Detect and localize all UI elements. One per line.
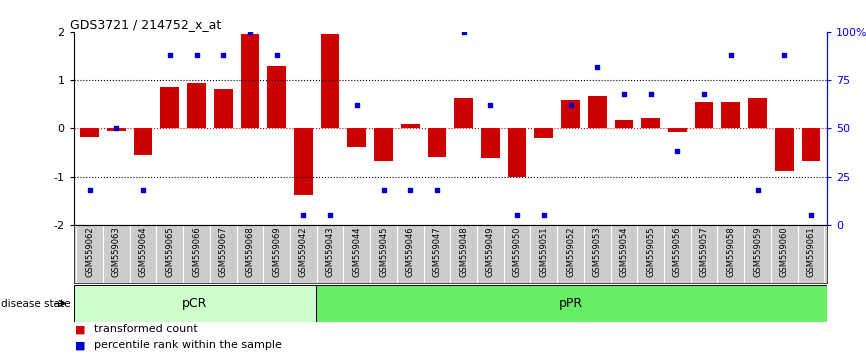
Bar — [241, 34, 259, 128]
Text: GSM559052: GSM559052 — [566, 227, 575, 277]
Point — [670, 149, 684, 154]
Point — [83, 187, 97, 193]
Text: GDS3721 / 214752_x_at: GDS3721 / 214752_x_at — [70, 18, 221, 31]
Bar — [775, 128, 793, 171]
Bar — [455, 98, 473, 128]
Point — [109, 125, 123, 131]
Bar — [481, 128, 500, 158]
Bar — [428, 128, 446, 157]
Bar — [374, 128, 393, 161]
Point — [269, 52, 283, 58]
Point — [350, 102, 364, 108]
Text: pCR: pCR — [182, 297, 207, 310]
Text: GSM559060: GSM559060 — [779, 227, 789, 277]
Point — [483, 102, 497, 108]
Text: GSM559043: GSM559043 — [326, 227, 334, 277]
Text: GSM559057: GSM559057 — [700, 227, 708, 277]
Point — [591, 64, 604, 69]
Point — [643, 91, 657, 96]
Bar — [268, 65, 286, 128]
Point — [323, 212, 337, 218]
Text: GSM559067: GSM559067 — [219, 227, 228, 277]
Text: GSM559042: GSM559042 — [299, 227, 308, 277]
Bar — [588, 96, 606, 128]
Bar — [642, 118, 660, 128]
Text: GSM559055: GSM559055 — [646, 227, 656, 277]
Text: GSM559050: GSM559050 — [513, 227, 521, 277]
Text: GSM559046: GSM559046 — [406, 227, 415, 277]
Bar — [107, 128, 126, 131]
Point — [778, 52, 792, 58]
Bar — [187, 84, 206, 128]
Text: GSM559063: GSM559063 — [112, 227, 121, 277]
Point — [804, 212, 818, 218]
Bar — [74, 285, 316, 322]
Bar — [160, 87, 179, 128]
Point — [456, 29, 470, 35]
Text: GSM559066: GSM559066 — [192, 227, 201, 277]
Text: GSM559061: GSM559061 — [806, 227, 816, 277]
Text: GSM559045: GSM559045 — [379, 227, 388, 277]
Text: GSM559048: GSM559048 — [459, 227, 469, 277]
Text: ■: ■ — [75, 324, 86, 334]
Point — [243, 29, 257, 35]
Point — [697, 91, 711, 96]
Bar — [347, 128, 366, 147]
Bar — [320, 34, 339, 128]
Bar — [534, 128, 553, 138]
Text: ■: ■ — [75, 340, 86, 350]
Bar — [695, 102, 714, 128]
Text: GSM559059: GSM559059 — [753, 227, 762, 277]
Text: GSM559062: GSM559062 — [85, 227, 94, 277]
Point — [190, 52, 204, 58]
Point — [136, 187, 150, 193]
Text: transformed count: transformed count — [94, 324, 198, 334]
Point — [751, 187, 765, 193]
Bar — [748, 98, 767, 128]
Text: disease state: disease state — [1, 298, 70, 309]
Text: pPR: pPR — [559, 297, 584, 310]
Bar — [615, 120, 633, 128]
Text: GSM559069: GSM559069 — [272, 227, 281, 277]
Text: GSM559058: GSM559058 — [727, 227, 735, 277]
Point — [404, 187, 417, 193]
Text: GSM559049: GSM559049 — [486, 227, 494, 277]
Text: GSM559056: GSM559056 — [673, 227, 682, 277]
Point — [296, 212, 310, 218]
Point — [377, 187, 391, 193]
Text: GSM559064: GSM559064 — [139, 227, 147, 277]
Point — [163, 52, 177, 58]
Bar — [561, 100, 580, 128]
Point — [617, 91, 631, 96]
Point — [430, 187, 444, 193]
Bar — [507, 128, 527, 177]
Bar — [802, 128, 820, 161]
Point — [564, 102, 578, 108]
Text: GSM559044: GSM559044 — [352, 227, 361, 277]
Text: GSM559068: GSM559068 — [245, 227, 255, 277]
Text: GSM559065: GSM559065 — [165, 227, 174, 277]
Bar — [81, 128, 99, 137]
Text: GSM559054: GSM559054 — [619, 227, 629, 277]
Point — [537, 212, 551, 218]
Point — [724, 52, 738, 58]
Text: percentile rank within the sample: percentile rank within the sample — [94, 340, 282, 350]
Bar — [316, 285, 827, 322]
Bar — [668, 128, 687, 132]
Text: GSM559053: GSM559053 — [592, 227, 602, 277]
Text: GSM559047: GSM559047 — [432, 227, 442, 277]
Bar — [721, 102, 740, 128]
Text: GSM559051: GSM559051 — [540, 227, 548, 277]
Bar — [401, 124, 420, 128]
Bar — [294, 128, 313, 195]
Bar — [133, 128, 152, 155]
Point — [510, 212, 524, 218]
Point — [216, 52, 230, 58]
Bar — [214, 89, 233, 128]
